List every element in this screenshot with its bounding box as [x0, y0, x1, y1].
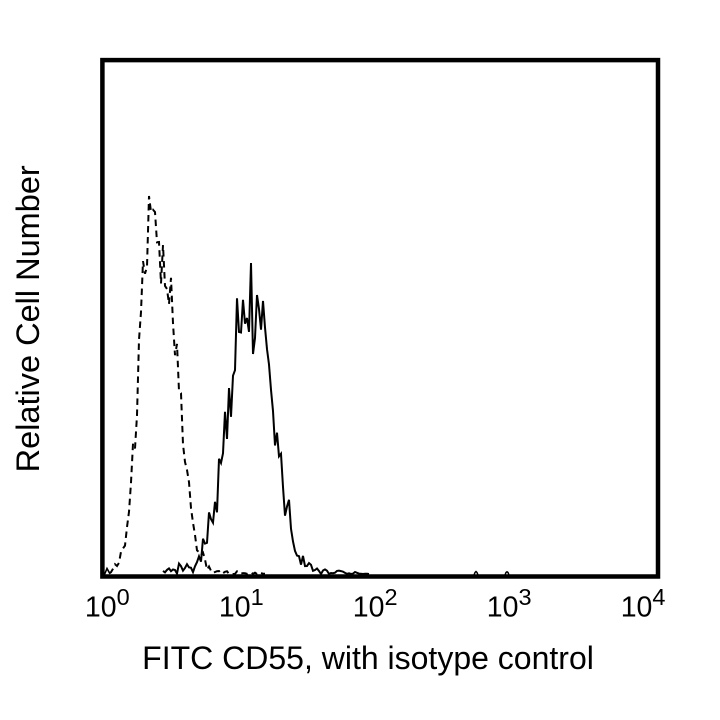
svg-text:2: 2 [385, 584, 398, 610]
svg-text:0: 0 [117, 584, 130, 610]
svg-text:1: 1 [251, 584, 264, 610]
svg-text:10: 10 [85, 591, 117, 623]
svg-text:10: 10 [353, 591, 385, 623]
svg-text:FITC CD55, with isotype contro: FITC CD55, with isotype control [142, 640, 594, 676]
svg-text:Relative Cell Number: Relative Cell Number [10, 165, 46, 472]
svg-text:4: 4 [652, 584, 665, 610]
svg-text:10: 10 [487, 591, 519, 623]
svg-text:3: 3 [519, 584, 532, 610]
svg-text:10: 10 [219, 591, 251, 623]
svg-text:10: 10 [621, 591, 653, 623]
